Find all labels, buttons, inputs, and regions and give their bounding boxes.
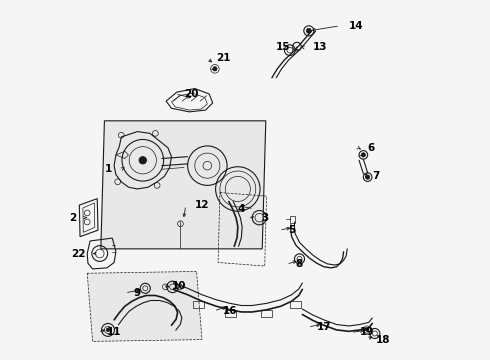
Circle shape [106, 328, 110, 332]
Text: 14: 14 [349, 21, 364, 31]
Text: 17: 17 [317, 322, 331, 332]
Circle shape [365, 328, 368, 331]
Text: 13: 13 [313, 42, 328, 52]
Text: 15: 15 [275, 42, 290, 52]
Polygon shape [101, 121, 266, 248]
Text: 5: 5 [288, 225, 295, 235]
Circle shape [213, 67, 217, 71]
Text: 19: 19 [360, 327, 374, 337]
Text: 20: 20 [184, 89, 198, 99]
Text: 21: 21 [216, 53, 231, 63]
Text: 1: 1 [105, 164, 112, 174]
Polygon shape [87, 271, 202, 341]
Text: 3: 3 [261, 213, 269, 222]
Text: 7: 7 [372, 171, 380, 181]
Text: 4: 4 [238, 204, 245, 214]
Text: 10: 10 [172, 281, 186, 291]
Circle shape [139, 157, 147, 164]
Circle shape [361, 153, 366, 157]
Text: 8: 8 [295, 259, 302, 269]
Text: 18: 18 [376, 334, 391, 345]
Text: 22: 22 [71, 248, 85, 258]
Text: 16: 16 [223, 306, 237, 316]
Text: 6: 6 [367, 143, 374, 153]
Text: 11: 11 [107, 327, 122, 337]
Text: 9: 9 [134, 288, 141, 298]
Circle shape [306, 28, 311, 33]
Text: 12: 12 [195, 200, 209, 210]
Circle shape [366, 175, 370, 179]
Text: 2: 2 [69, 213, 76, 222]
